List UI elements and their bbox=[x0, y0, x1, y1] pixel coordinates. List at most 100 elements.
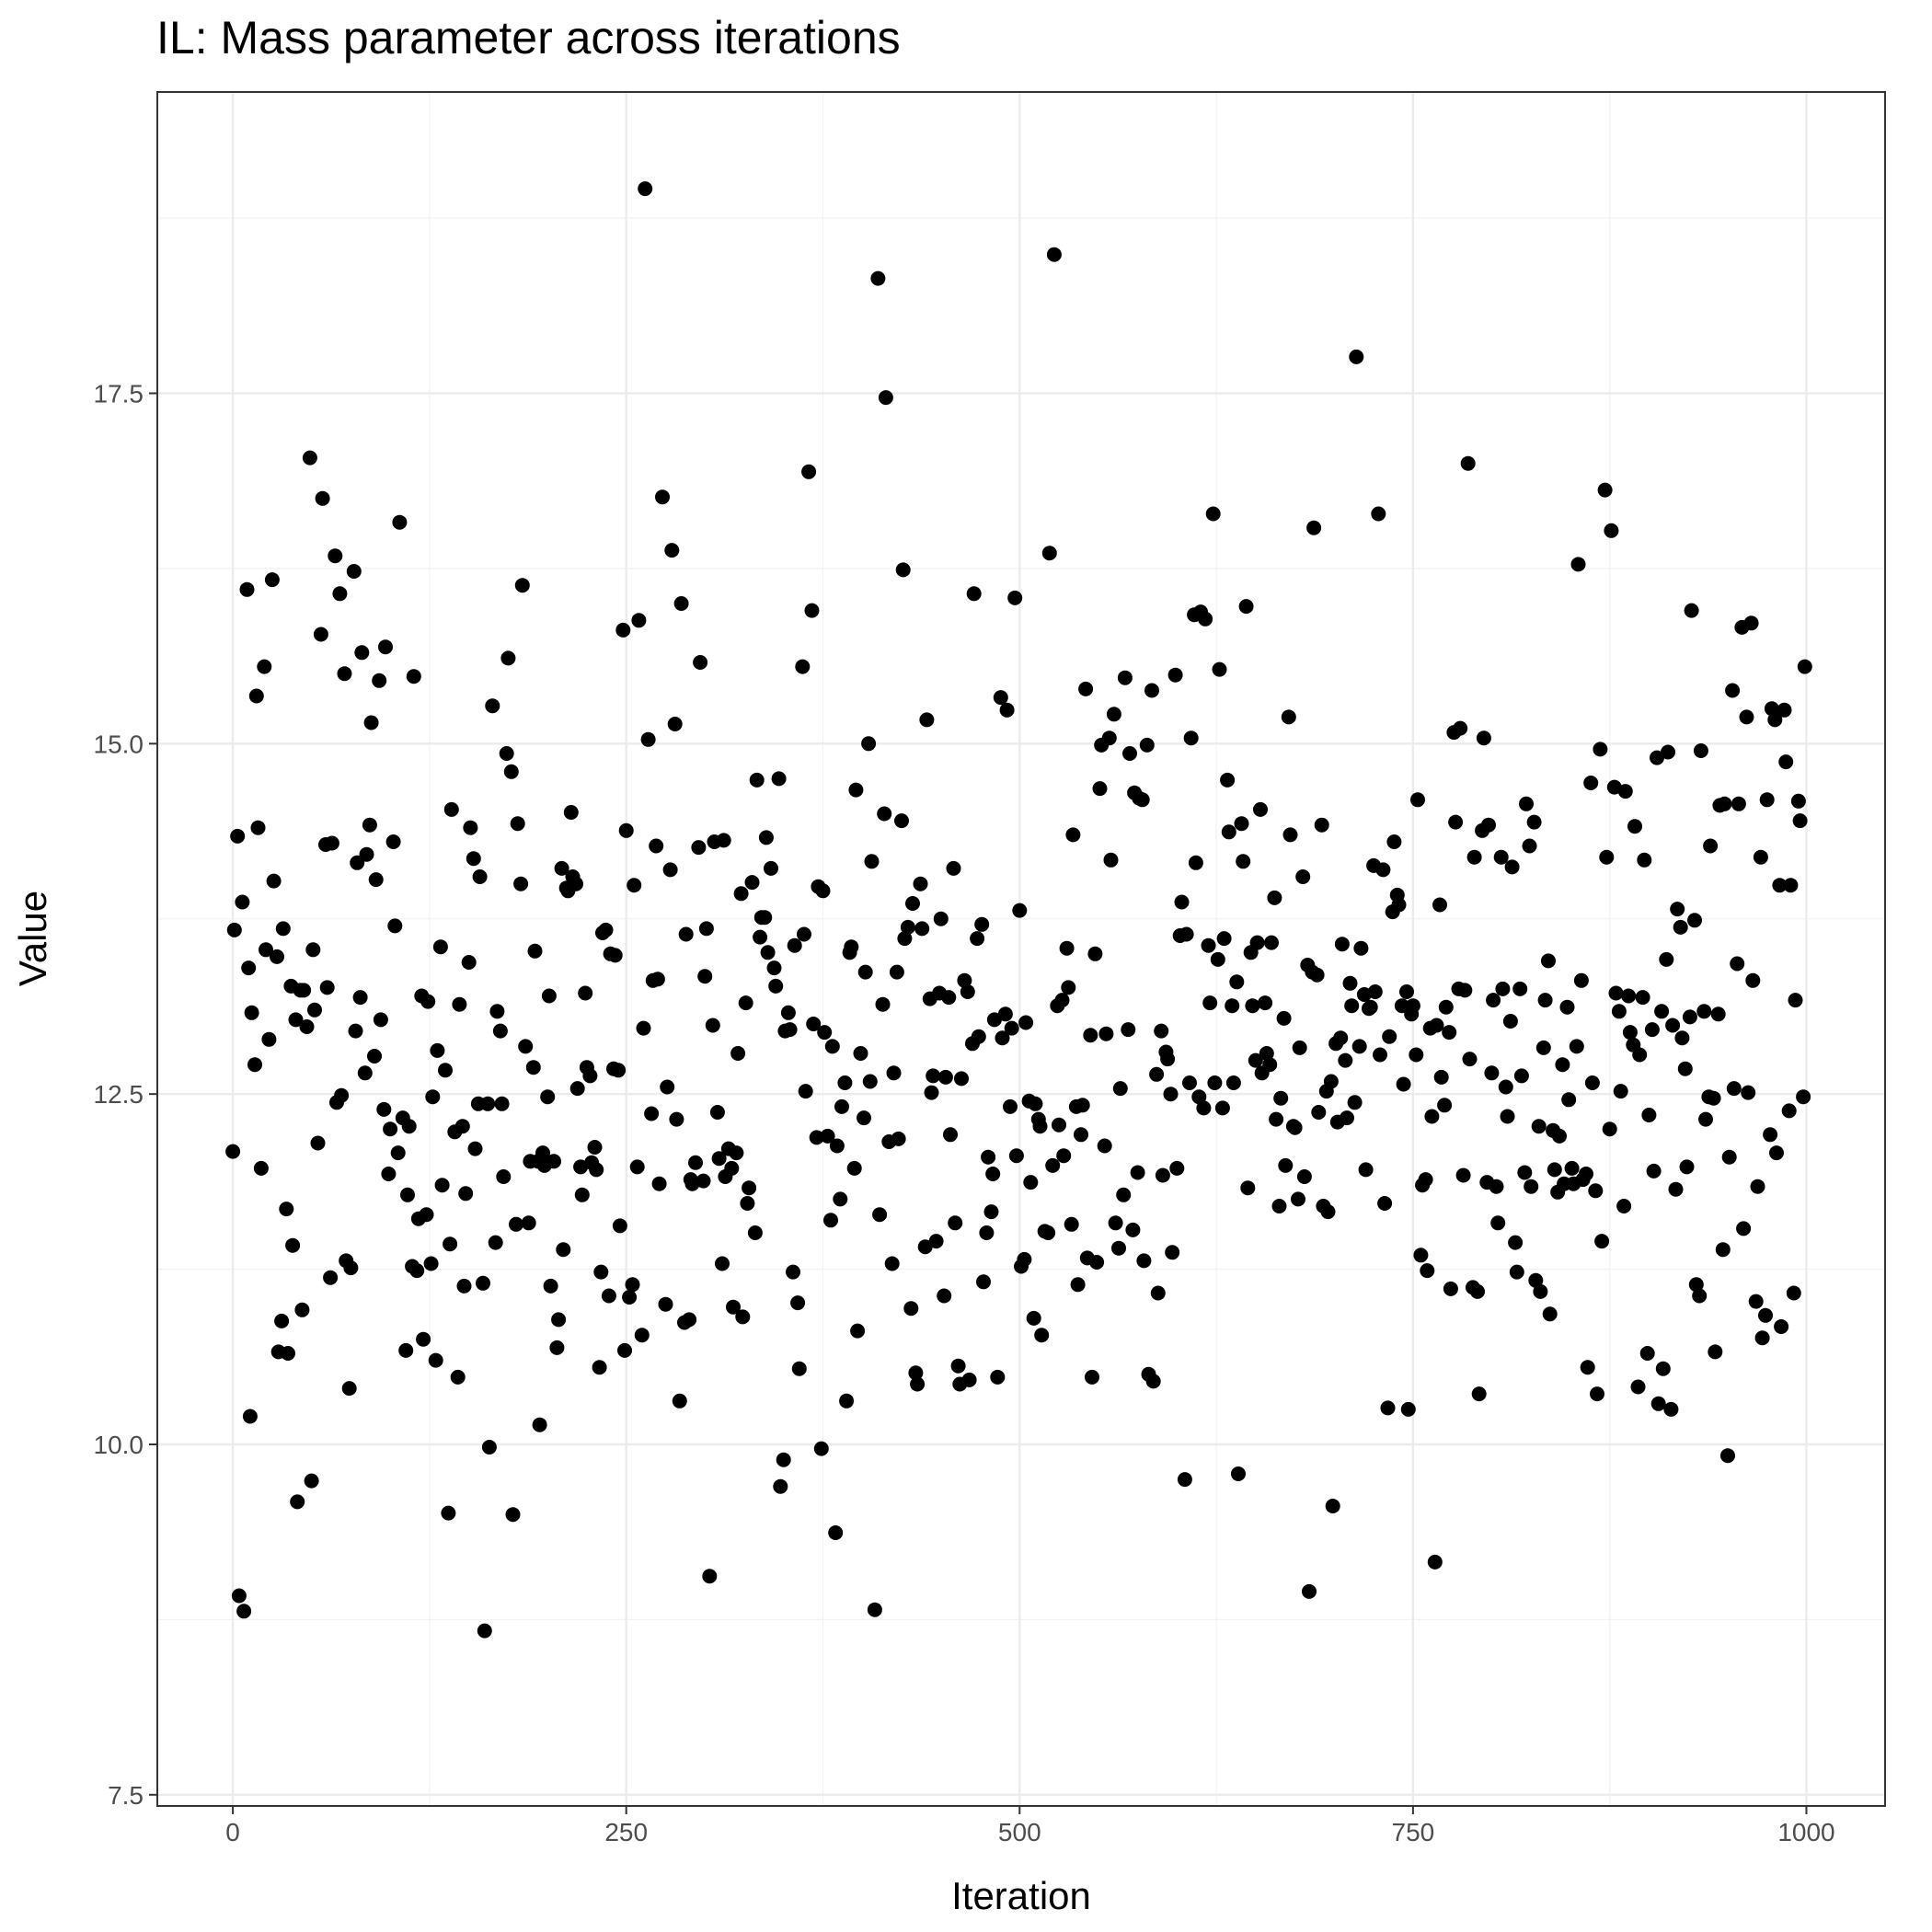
data-point bbox=[834, 1098, 849, 1114]
data-point bbox=[1687, 913, 1702, 928]
data-point bbox=[1564, 1160, 1580, 1176]
data-point bbox=[1763, 1127, 1778, 1143]
data-point bbox=[1097, 1138, 1112, 1154]
data-point bbox=[294, 1302, 310, 1317]
data-point bbox=[1489, 1179, 1504, 1194]
data-point bbox=[1717, 796, 1732, 811]
data-point bbox=[304, 1473, 319, 1489]
data-point bbox=[1023, 1175, 1039, 1190]
data-point bbox=[903, 1301, 919, 1317]
data-point bbox=[1590, 1386, 1604, 1402]
data-point bbox=[264, 572, 280, 588]
x-tick-label: 0 bbox=[225, 1818, 240, 1846]
data-point bbox=[1622, 1025, 1638, 1041]
y-tick-label: 7.5 bbox=[108, 1781, 144, 1810]
data-point bbox=[1410, 792, 1425, 808]
data-point bbox=[226, 922, 242, 937]
data-point bbox=[905, 896, 920, 911]
data-point bbox=[1078, 681, 1094, 696]
data-point bbox=[1616, 1199, 1632, 1213]
data-point bbox=[461, 955, 477, 970]
data-point bbox=[1045, 1157, 1061, 1173]
data-point bbox=[660, 1079, 675, 1095]
data-point bbox=[1630, 1379, 1646, 1395]
data-point bbox=[1696, 1004, 1712, 1019]
data-point bbox=[419, 1207, 434, 1223]
data-point bbox=[937, 1069, 953, 1085]
data-point bbox=[521, 1215, 536, 1231]
data-point bbox=[485, 698, 500, 714]
data-point bbox=[1769, 1145, 1784, 1161]
data-point bbox=[343, 1260, 359, 1276]
data-point bbox=[1333, 1030, 1349, 1046]
data-point bbox=[1555, 1057, 1570, 1073]
data-point bbox=[691, 840, 707, 856]
data-point bbox=[323, 1270, 339, 1285]
y-axis-title: Value bbox=[11, 891, 54, 986]
data-point bbox=[726, 1299, 741, 1315]
data-point bbox=[569, 1081, 585, 1097]
data-point bbox=[1070, 1277, 1086, 1293]
data-point bbox=[622, 1290, 638, 1305]
data-point bbox=[1650, 1396, 1666, 1411]
data-point bbox=[1466, 849, 1482, 865]
data-point bbox=[241, 960, 257, 976]
data-point bbox=[862, 1074, 878, 1089]
data-point bbox=[983, 1204, 999, 1220]
data-point bbox=[900, 919, 915, 935]
data-point bbox=[1311, 1105, 1327, 1120]
data-point bbox=[1498, 1079, 1513, 1095]
data-point bbox=[985, 1167, 1001, 1181]
data-point bbox=[1291, 1191, 1305, 1207]
data-point bbox=[711, 1151, 727, 1167]
data-point bbox=[1041, 546, 1057, 561]
data-point bbox=[824, 1039, 840, 1054]
data-point bbox=[225, 1144, 241, 1159]
data-point bbox=[709, 1105, 725, 1120]
data-point bbox=[438, 1063, 453, 1078]
data-point bbox=[846, 1160, 862, 1176]
data-point bbox=[1344, 998, 1360, 1014]
data-point bbox=[401, 1119, 417, 1134]
data-point bbox=[744, 875, 760, 891]
data-point bbox=[698, 921, 714, 937]
data-point bbox=[1154, 1023, 1169, 1039]
data-point bbox=[1075, 1098, 1090, 1113]
data-point bbox=[1570, 557, 1586, 572]
data-point bbox=[1753, 849, 1768, 865]
data-point bbox=[1462, 1052, 1478, 1067]
data-point bbox=[1594, 1234, 1610, 1249]
data-point bbox=[509, 1216, 523, 1232]
data-point bbox=[809, 1130, 824, 1145]
data-point bbox=[875, 996, 891, 1012]
data-point bbox=[1745, 972, 1761, 988]
data-point bbox=[1524, 1179, 1539, 1194]
data-point bbox=[1758, 1307, 1773, 1323]
data-point bbox=[1210, 951, 1225, 967]
data-point bbox=[908, 1365, 924, 1381]
data-point bbox=[601, 1288, 616, 1304]
data-point bbox=[1684, 603, 1699, 618]
data-point bbox=[432, 939, 448, 955]
data-point bbox=[786, 1264, 800, 1280]
data-point bbox=[551, 1312, 567, 1328]
data-point bbox=[1526, 814, 1542, 830]
data-point bbox=[673, 596, 689, 611]
data-point bbox=[1790, 793, 1806, 809]
data-point bbox=[715, 1256, 730, 1271]
data-point bbox=[1117, 670, 1133, 685]
data-point bbox=[1121, 1022, 1136, 1038]
data-point bbox=[1139, 737, 1155, 753]
data-point bbox=[1613, 1084, 1628, 1099]
data-point bbox=[758, 830, 774, 845]
data-point bbox=[362, 817, 377, 833]
data-point bbox=[582, 1068, 598, 1084]
data-point bbox=[1580, 1360, 1595, 1375]
data-point bbox=[1579, 1167, 1593, 1181]
data-point bbox=[450, 1369, 466, 1385]
y-tick-label: 10.0 bbox=[94, 1431, 144, 1459]
data-point bbox=[650, 972, 665, 987]
data-point bbox=[390, 1145, 406, 1161]
data-point bbox=[1442, 1025, 1457, 1041]
data-point bbox=[837, 1075, 853, 1090]
